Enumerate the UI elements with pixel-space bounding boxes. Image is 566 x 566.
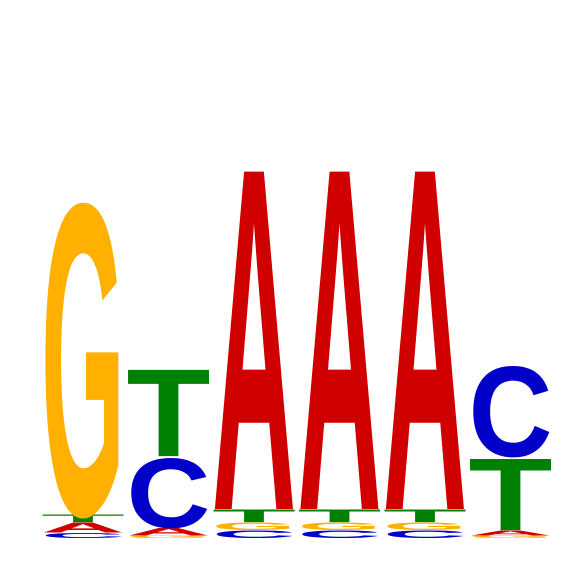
logo-letter-c: C xyxy=(127,437,211,548)
logo-letter-a: A xyxy=(127,525,211,537)
logo-letter-c: C xyxy=(41,531,125,539)
logo-letter-a: A xyxy=(212,64,296,566)
logo-letter-g: G xyxy=(469,535,553,539)
logo-letter-t: T xyxy=(41,512,125,524)
logo-letter-g: G xyxy=(383,520,467,532)
logo-letter-a: A xyxy=(469,529,553,537)
logo-letter-g: G xyxy=(41,110,125,566)
logo-letter-a: A xyxy=(41,519,125,536)
logo-letter-c: C xyxy=(469,341,553,485)
logo-letter-t: T xyxy=(298,505,382,526)
logo-letter-c: C xyxy=(383,528,467,540)
logo-letter-t: T xyxy=(212,505,296,526)
logo-letter-t: T xyxy=(383,505,467,526)
logo-letter-a: A xyxy=(383,64,467,566)
logo-letter-g: G xyxy=(298,520,382,532)
logo-letter-t: T xyxy=(127,343,211,483)
logo-letter-g: G xyxy=(212,520,296,532)
logo-letter-t: T xyxy=(469,437,553,552)
logo-letter-a: A xyxy=(298,64,382,566)
logo-letter-g: G xyxy=(127,535,211,539)
logo-letter-c: C xyxy=(212,528,296,540)
logo-letter-c: C xyxy=(298,528,382,540)
